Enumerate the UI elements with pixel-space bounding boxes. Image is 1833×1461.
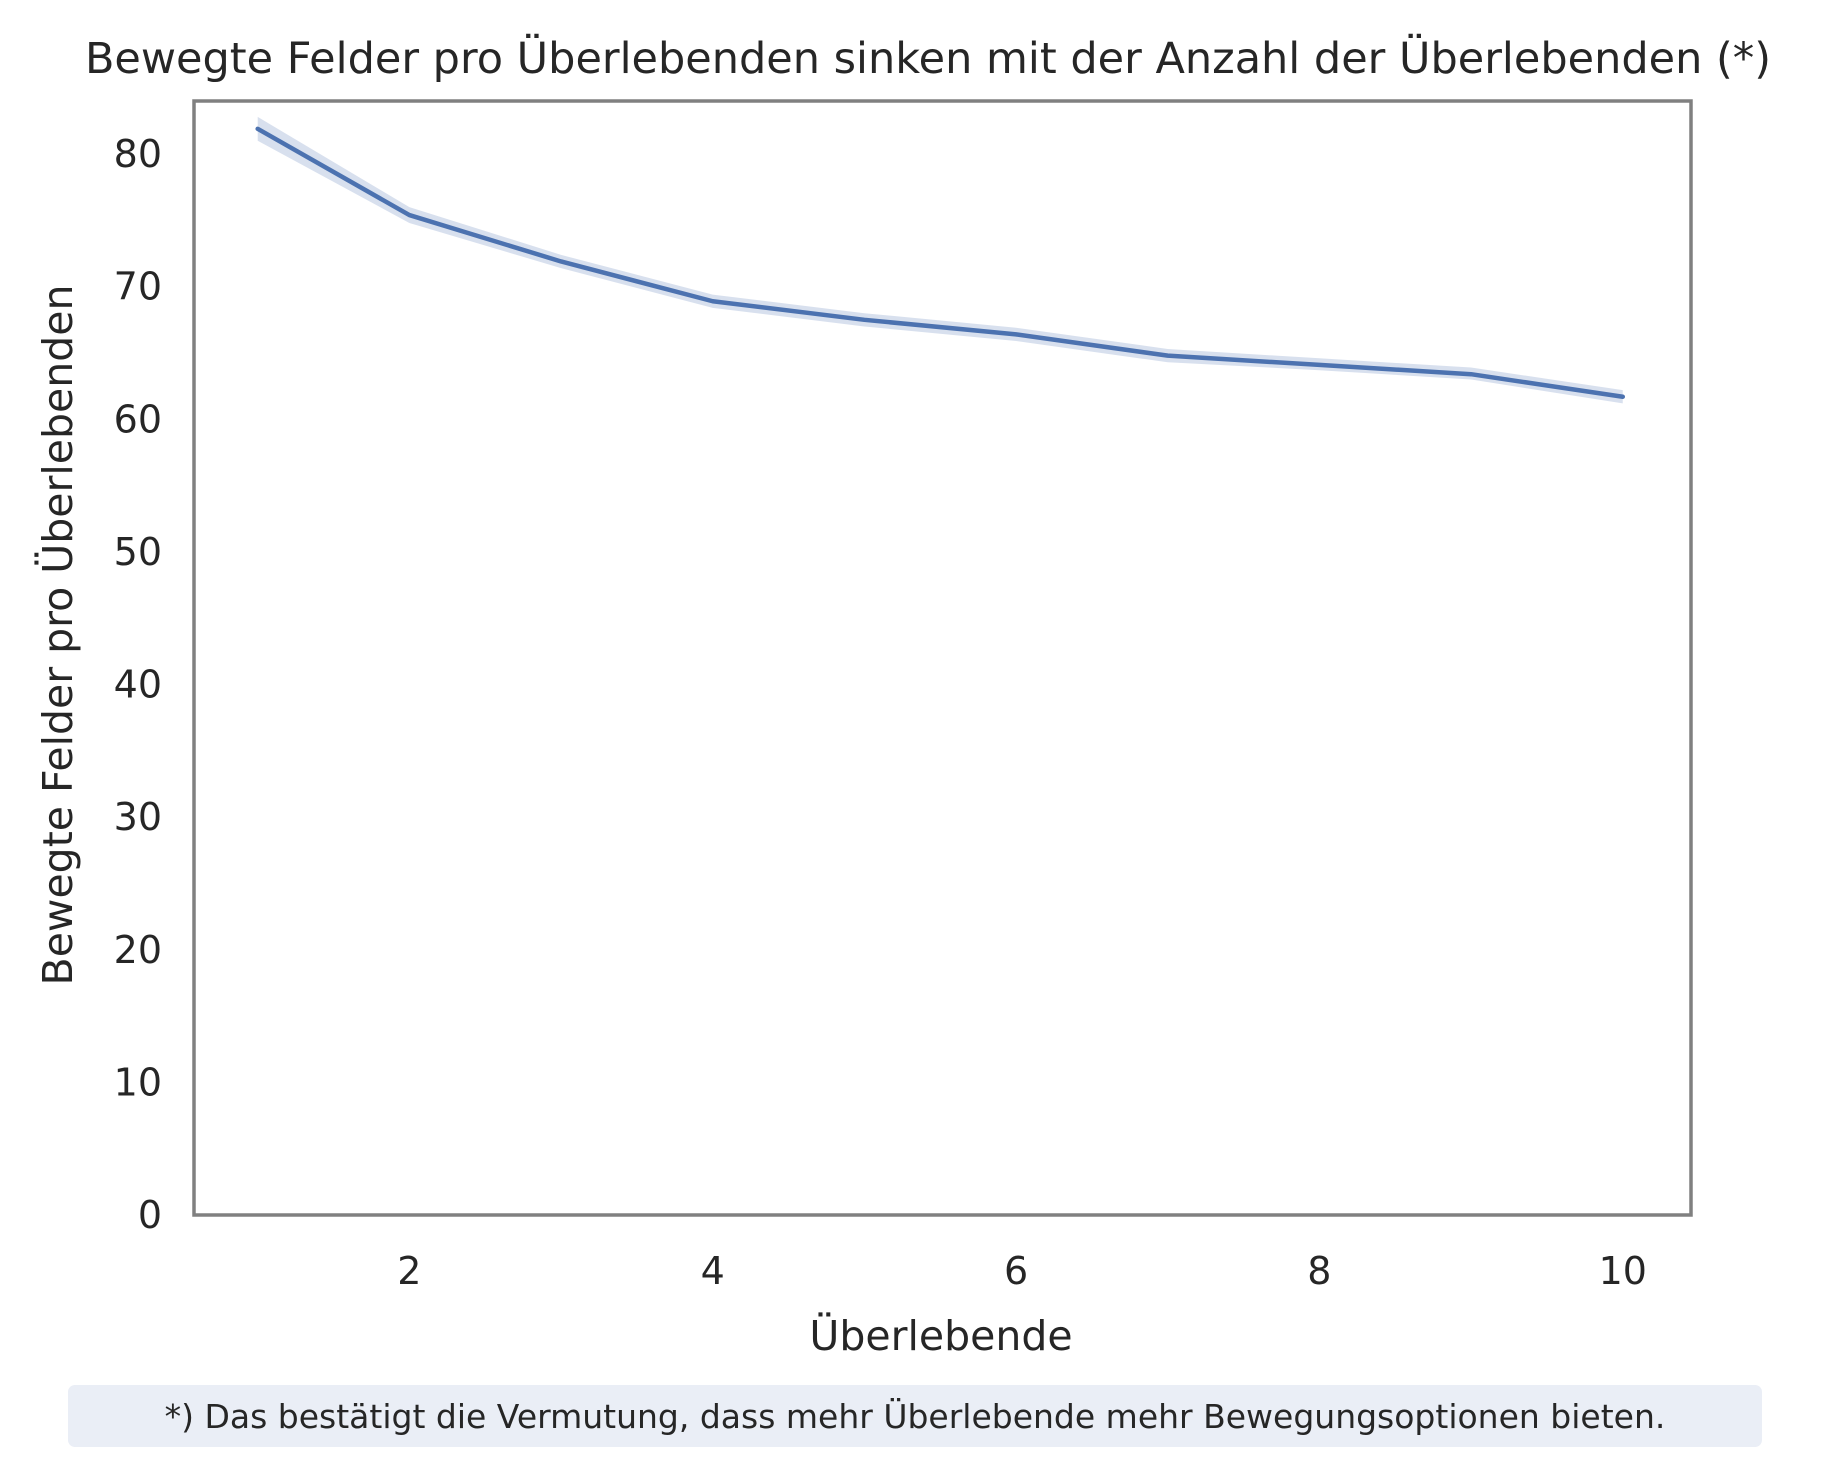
y-tick-label: 60	[114, 397, 162, 441]
series-line-layer	[255, 126, 1625, 399]
x-tick-label: 6	[1004, 1249, 1028, 1293]
footnote: *) Das bestätigt die Vermutung, dass meh…	[68, 1385, 1762, 1447]
y-tick-label: 80	[114, 132, 162, 176]
x-axis-label: Überlebende	[809, 1312, 1072, 1360]
x-tick-labels: 2 4 6 8 10	[397, 1249, 1647, 1293]
y-tick-label: 10	[114, 1060, 162, 1104]
plot-area	[192, 99, 1693, 1217]
chart-title: Bewegte Felder pro Überlebenden sinken m…	[85, 33, 1771, 84]
series-line-0	[255, 126, 1625, 399]
y-tick-label: 40	[114, 663, 162, 707]
y-tick-label: 30	[114, 795, 162, 839]
y-tick-labels: 0 10 20 30 40 50 60 70 80	[114, 132, 162, 1237]
confidence-band-0	[257, 116, 1623, 404]
y-tick-label: 70	[114, 265, 162, 309]
x-tick-label: 4	[701, 1249, 725, 1293]
plot-frame	[192, 99, 1693, 1217]
x-tick-label: 2	[397, 1249, 421, 1293]
x-tick-label: 10	[1599, 1249, 1647, 1293]
x-tick-label: 8	[1307, 1249, 1331, 1293]
confidence-band-layer	[257, 116, 1623, 404]
y-tick-label: 0	[138, 1193, 162, 1237]
y-tick-label: 50	[114, 530, 162, 574]
y-tick-label: 20	[114, 928, 162, 972]
y-axis-label: Bewegte Felder pro Überlebenden	[34, 285, 82, 986]
